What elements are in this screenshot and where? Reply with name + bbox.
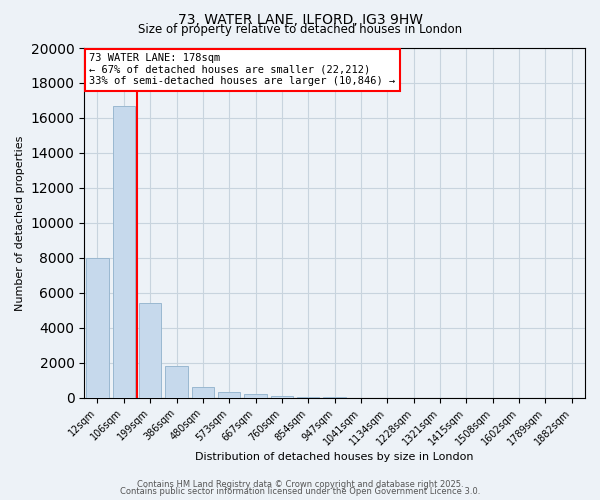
Text: 73, WATER LANE, ILFORD, IG3 9HW: 73, WATER LANE, ILFORD, IG3 9HW [178,12,422,26]
Bar [244,394,267,398]
Text: Size of property relative to detached houses in London: Size of property relative to detached ho… [138,22,462,36]
Bar [166,366,188,398]
Bar [218,392,241,398]
Bar [113,106,135,398]
Text: 73 WATER LANE: 178sqm
← 67% of detached houses are smaller (22,212)
33% of semi-: 73 WATER LANE: 178sqm ← 67% of detached … [89,53,395,86]
Text: Contains HM Land Registry data © Crown copyright and database right 2025.: Contains HM Land Registry data © Crown c… [137,480,463,489]
Bar [139,304,161,398]
Y-axis label: Number of detached properties: Number of detached properties [15,136,25,310]
X-axis label: Distribution of detached houses by size in London: Distribution of detached houses by size … [196,452,474,462]
Text: Contains public sector information licensed under the Open Government Licence 3.: Contains public sector information licen… [120,487,480,496]
Bar [86,258,109,398]
Bar [271,396,293,398]
Bar [297,396,319,398]
Bar [191,386,214,398]
